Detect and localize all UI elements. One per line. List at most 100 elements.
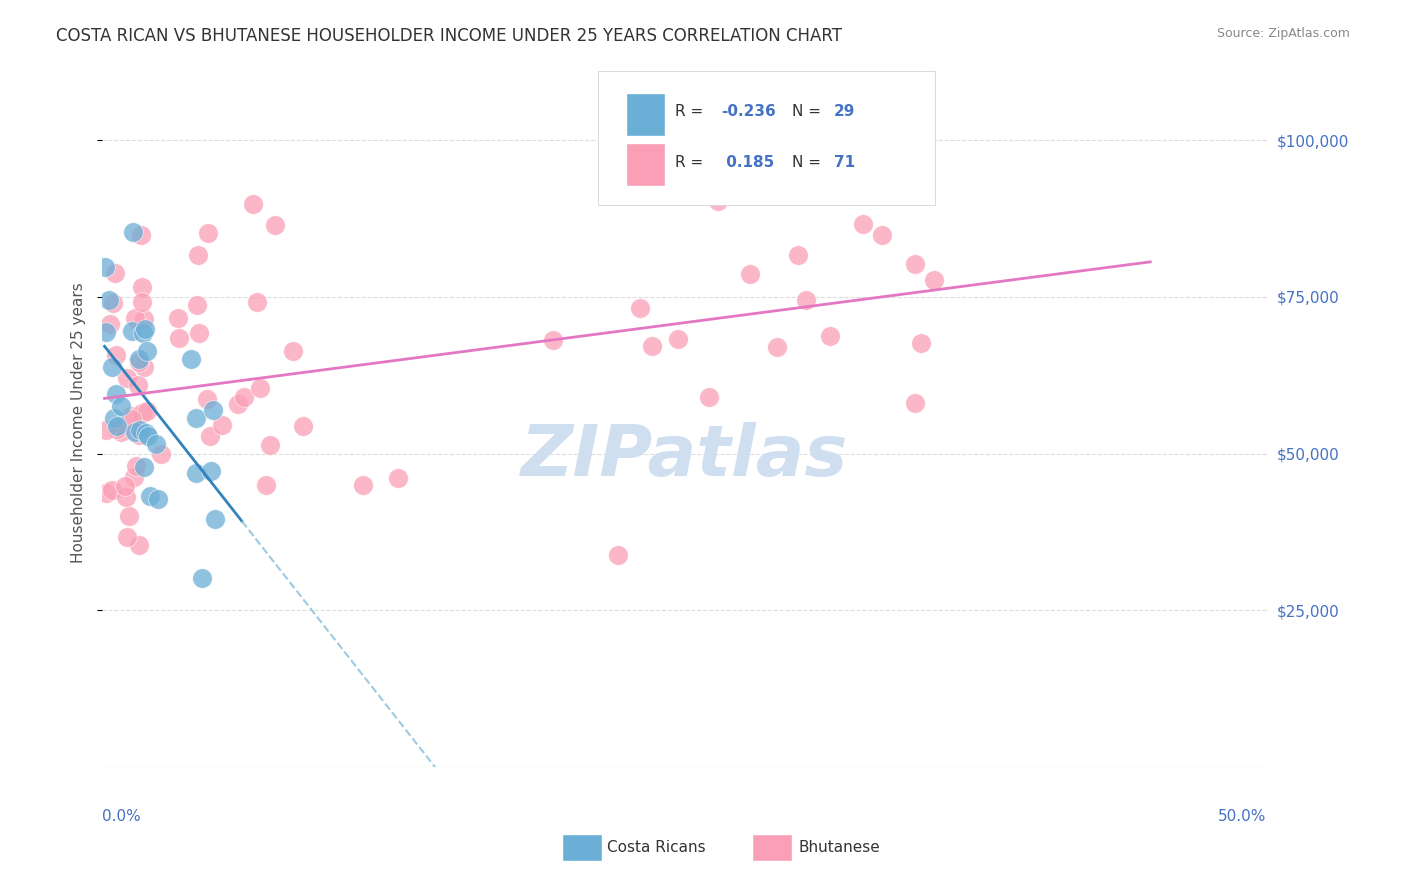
- Point: [122, 225, 145, 239]
- Point: [120, 409, 142, 423]
- Point: [105, 422, 128, 436]
- Text: 50.0%: 50.0%: [1219, 809, 1267, 823]
- Text: 0.185: 0.185: [721, 155, 775, 169]
- Point: [134, 322, 156, 336]
- Point: [101, 296, 124, 310]
- Point: [118, 509, 141, 524]
- Point: [150, 447, 173, 461]
- Text: Bhutanese: Bhutanese: [799, 840, 880, 855]
- Point: [103, 411, 125, 425]
- Point: [765, 340, 787, 354]
- Point: [264, 218, 287, 232]
- Point: [228, 397, 250, 411]
- Point: [211, 417, 233, 432]
- Point: [128, 538, 150, 552]
- Point: [121, 325, 143, 339]
- Point: [101, 483, 124, 498]
- Point: [607, 549, 630, 563]
- Point: [697, 390, 720, 404]
- Point: [131, 295, 153, 310]
- Text: COSTA RICAN VS BHUTANESE HOUSEHOLDER INCOME UNDER 25 YEARS CORRELATION CHART: COSTA RICAN VS BHUTANESE HOUSEHOLDER INC…: [56, 27, 842, 45]
- Point: [641, 339, 664, 353]
- Point: [187, 247, 209, 261]
- Point: [204, 511, 226, 525]
- Text: 29: 29: [834, 104, 855, 119]
- Point: [115, 490, 138, 504]
- Point: [820, 329, 842, 343]
- Point: [186, 298, 208, 312]
- Point: [740, 268, 762, 282]
- Text: -0.236: -0.236: [721, 104, 776, 119]
- Point: [246, 295, 269, 310]
- Y-axis label: Householder Income Under 25 years: Householder Income Under 25 years: [72, 282, 86, 563]
- Point: [806, 179, 828, 194]
- Point: [249, 381, 271, 395]
- Point: [200, 464, 222, 478]
- Point: [910, 335, 932, 350]
- Point: [291, 419, 314, 434]
- Point: [146, 491, 169, 506]
- Point: [184, 467, 207, 481]
- Point: [132, 359, 155, 374]
- Point: [104, 348, 127, 362]
- Point: [197, 226, 219, 240]
- Point: [131, 279, 153, 293]
- Point: [904, 257, 927, 271]
- Point: [904, 396, 927, 410]
- Point: [134, 312, 156, 326]
- Point: [104, 266, 127, 280]
- Point: [628, 301, 651, 315]
- Point: [281, 344, 304, 359]
- Point: [259, 437, 281, 451]
- Point: [98, 318, 121, 332]
- Point: [94, 325, 117, 339]
- Point: [128, 428, 150, 442]
- Point: [122, 470, 145, 484]
- Point: [872, 227, 894, 242]
- Point: [794, 293, 817, 307]
- Point: [167, 331, 190, 345]
- Point: [191, 571, 214, 585]
- Point: [132, 326, 155, 340]
- Point: [242, 197, 264, 211]
- Text: Source: ZipAtlas.com: Source: ZipAtlas.com: [1216, 27, 1350, 40]
- Point: [104, 387, 127, 401]
- Point: [139, 489, 162, 503]
- Point: [145, 436, 167, 450]
- Point: [110, 425, 132, 440]
- Point: [136, 429, 159, 443]
- Point: [124, 310, 146, 325]
- Text: 71: 71: [834, 155, 855, 169]
- Point: [180, 351, 202, 366]
- Point: [114, 479, 136, 493]
- Point: [131, 406, 153, 420]
- Point: [198, 429, 221, 443]
- Point: [254, 478, 277, 492]
- Point: [187, 326, 209, 340]
- Point: [195, 392, 218, 407]
- Text: 0.0%: 0.0%: [103, 809, 141, 823]
- Point: [94, 260, 117, 275]
- Point: [110, 399, 132, 413]
- Text: N =: N =: [792, 104, 825, 119]
- Point: [115, 530, 138, 544]
- Text: R =: R =: [675, 155, 709, 169]
- Text: R =: R =: [675, 104, 709, 119]
- Text: N =: N =: [792, 155, 825, 169]
- Point: [924, 273, 946, 287]
- Point: [124, 425, 146, 439]
- Point: [135, 403, 157, 417]
- Text: Costa Ricans: Costa Ricans: [607, 840, 706, 855]
- Point: [852, 217, 875, 231]
- Point: [129, 423, 152, 437]
- Point: [541, 333, 564, 347]
- Point: [134, 459, 156, 474]
- Point: [101, 360, 124, 375]
- Point: [786, 248, 808, 262]
- Point: [129, 227, 152, 242]
- Point: [121, 412, 143, 426]
- Point: [666, 332, 689, 346]
- Point: [352, 478, 374, 492]
- Point: [707, 194, 730, 209]
- Text: ZIPatlas: ZIPatlas: [520, 422, 848, 491]
